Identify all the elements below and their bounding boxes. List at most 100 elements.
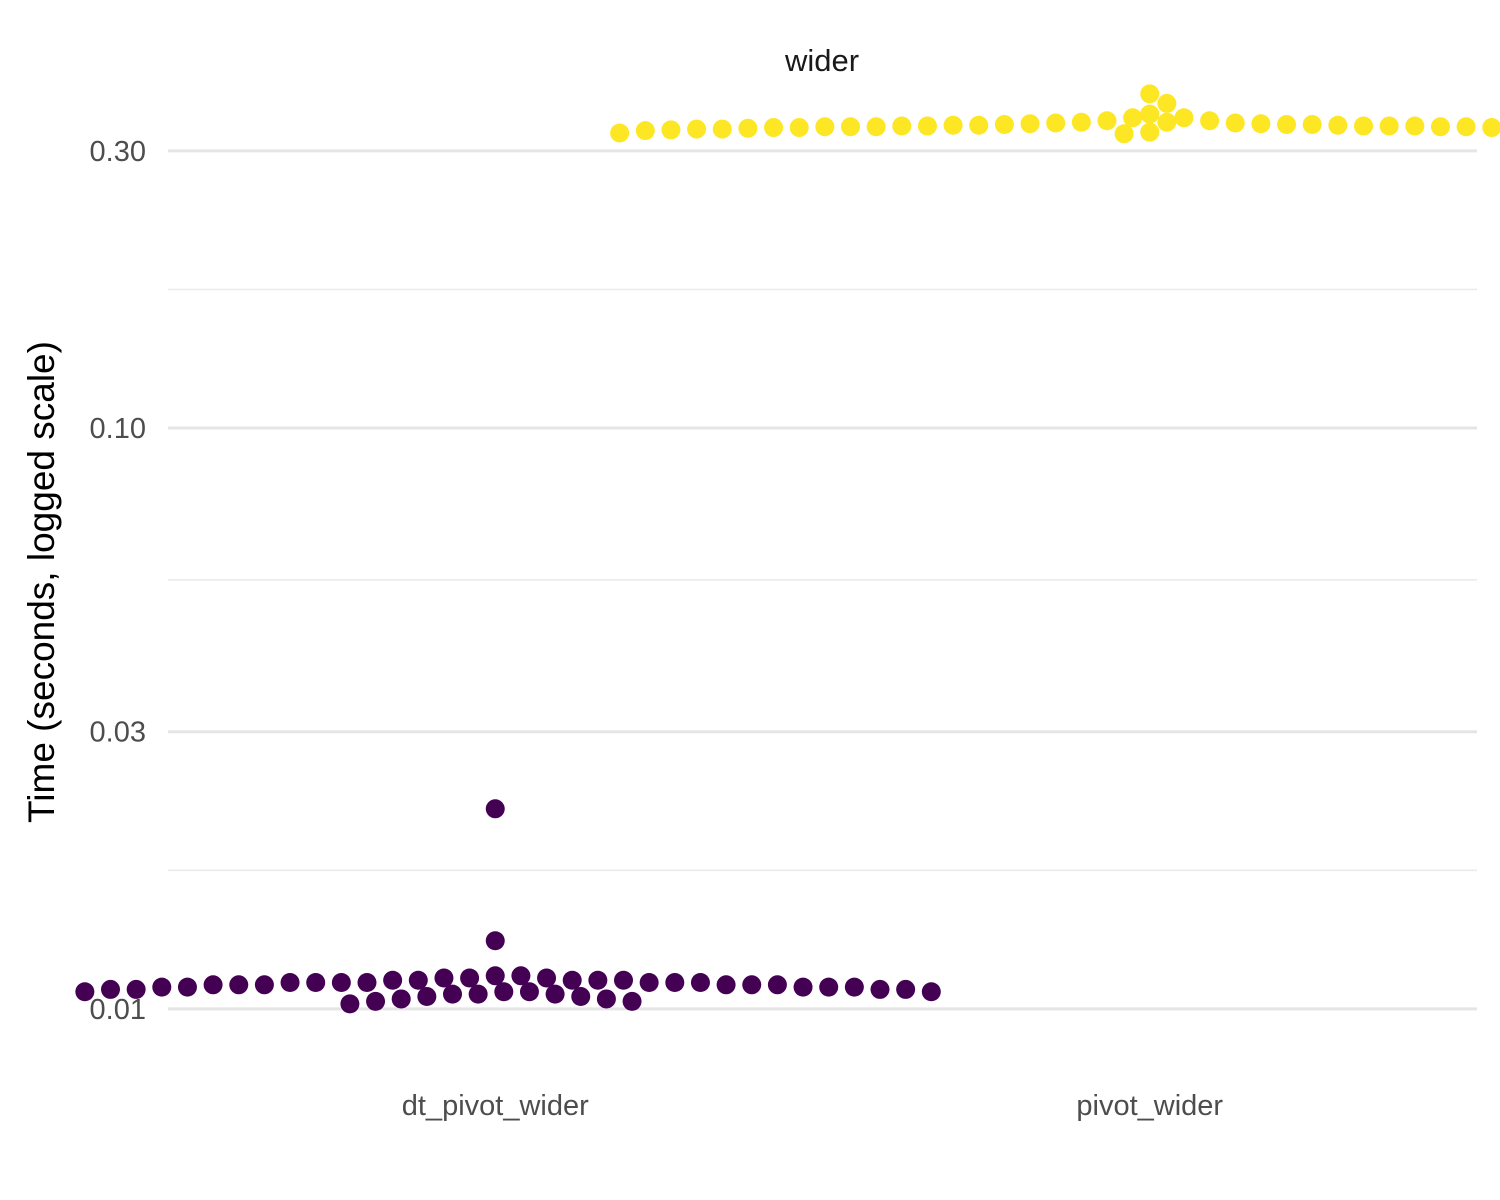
data-point bbox=[764, 118, 784, 138]
data-point bbox=[1379, 116, 1399, 136]
data-point bbox=[1277, 114, 1297, 134]
data-point bbox=[596, 989, 616, 1009]
data-point bbox=[896, 979, 916, 999]
data-point bbox=[468, 984, 488, 1004]
data-point bbox=[1405, 116, 1425, 136]
data-point bbox=[306, 973, 326, 993]
data-point bbox=[738, 118, 758, 138]
data-point bbox=[716, 975, 736, 995]
data-point bbox=[841, 117, 860, 137]
data-point bbox=[434, 968, 454, 988]
data-point bbox=[408, 970, 428, 990]
data-point bbox=[443, 984, 462, 1004]
data-point bbox=[789, 118, 809, 138]
data-point bbox=[562, 970, 582, 990]
y-tick-label: 0.30 bbox=[90, 136, 146, 168]
data-point bbox=[417, 987, 437, 1007]
data-point bbox=[1157, 93, 1177, 113]
data-point bbox=[229, 975, 249, 995]
data-point bbox=[1157, 112, 1177, 132]
data-point bbox=[1020, 114, 1040, 134]
data-point bbox=[494, 982, 514, 1002]
data-point bbox=[1071, 112, 1091, 132]
data-point bbox=[280, 973, 300, 993]
data-point bbox=[357, 973, 377, 993]
data-point bbox=[687, 119, 707, 139]
data-point bbox=[1200, 111, 1220, 131]
data-point bbox=[101, 979, 120, 999]
data-point bbox=[366, 991, 386, 1011]
data-point bbox=[485, 966, 505, 986]
x-tick-label: dt_pivot_wider bbox=[402, 1090, 589, 1122]
data-point bbox=[870, 979, 890, 999]
data-point bbox=[1140, 122, 1160, 142]
facet-title: wider bbox=[784, 43, 859, 78]
x-tick-label: pivot_wider bbox=[1076, 1090, 1223, 1122]
data-point bbox=[712, 119, 732, 139]
data-point bbox=[177, 977, 197, 997]
data-point bbox=[571, 987, 591, 1007]
data-point bbox=[1140, 84, 1160, 104]
data-point bbox=[75, 982, 95, 1002]
data-point bbox=[1251, 114, 1271, 134]
data-point bbox=[1046, 113, 1066, 133]
data-point bbox=[1482, 118, 1500, 138]
data-point bbox=[460, 968, 480, 988]
data-point bbox=[622, 991, 642, 1011]
data-point bbox=[994, 114, 1014, 134]
data-point bbox=[126, 979, 146, 999]
data-point bbox=[690, 973, 710, 993]
data-point bbox=[152, 977, 172, 997]
y-tick-label: 0.01 bbox=[90, 994, 146, 1026]
data-point bbox=[485, 931, 505, 951]
y-tick-label: 0.10 bbox=[90, 413, 146, 445]
data-point bbox=[1114, 124, 1134, 144]
data-point bbox=[331, 973, 351, 993]
data-points bbox=[75, 84, 1500, 1014]
data-point bbox=[665, 973, 685, 993]
data-point bbox=[815, 117, 835, 137]
data-point bbox=[1354, 116, 1373, 136]
data-point bbox=[892, 116, 912, 136]
data-point bbox=[588, 970, 608, 990]
data-point bbox=[635, 121, 655, 141]
data-point bbox=[819, 977, 839, 997]
data-point bbox=[254, 975, 274, 995]
x-tick-labels: dt_pivot_wider pivot_wider bbox=[402, 1090, 1224, 1122]
data-point bbox=[661, 120, 681, 140]
data-point bbox=[383, 970, 403, 990]
data-point bbox=[1430, 117, 1450, 137]
data-point bbox=[391, 989, 411, 1009]
data-point bbox=[511, 966, 531, 986]
data-point bbox=[519, 982, 539, 1002]
y-tick-label: 0.03 bbox=[90, 717, 146, 749]
data-point bbox=[1174, 108, 1194, 128]
data-point bbox=[1328, 115, 1348, 135]
data-point bbox=[1456, 117, 1476, 137]
data-point bbox=[866, 117, 886, 137]
data-point bbox=[844, 977, 864, 997]
major-gridlines bbox=[168, 149, 1477, 1011]
data-point bbox=[537, 968, 557, 988]
data-point bbox=[639, 973, 659, 993]
data-point bbox=[1225, 113, 1245, 133]
data-point bbox=[610, 123, 630, 143]
data-point bbox=[1097, 111, 1117, 131]
data-point bbox=[614, 970, 633, 990]
y-axis-title: Time (seconds, logged scale) bbox=[21, 341, 62, 823]
data-point bbox=[943, 115, 963, 135]
data-point bbox=[485, 799, 505, 819]
data-point bbox=[917, 116, 937, 136]
data-point bbox=[742, 975, 762, 995]
data-point bbox=[921, 982, 941, 1002]
data-point bbox=[793, 977, 813, 997]
data-point bbox=[969, 115, 989, 135]
data-point bbox=[767, 975, 787, 995]
data-point bbox=[203, 975, 223, 995]
data-point bbox=[340, 994, 360, 1014]
minor-gridlines bbox=[168, 288, 1477, 872]
data-point bbox=[1123, 108, 1143, 128]
y-tick-labels: 0.01 0.03 0.10 0.30 bbox=[90, 136, 146, 1026]
